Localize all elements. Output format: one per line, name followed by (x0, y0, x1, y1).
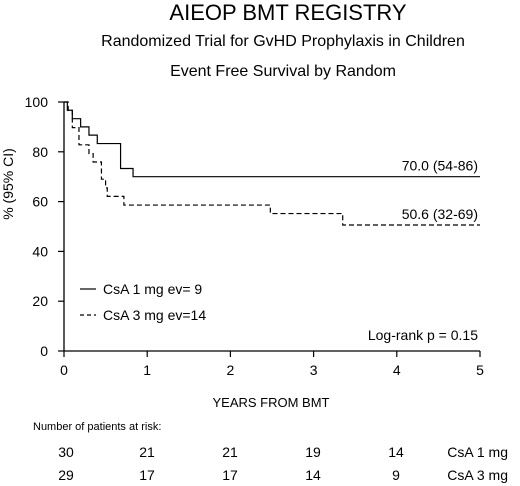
y-axis-label: % (95% CI) (0, 148, 16, 220)
x-axis-label: YEARS FROM BMT (212, 395, 329, 410)
risk-cell: 14 (388, 444, 404, 460)
risk-table: 30 21 21 19 14 CsA 1 mg 29 17 17 14 9 CsA 3 mg (58, 444, 508, 483)
x-tick-label: 0 (60, 362, 68, 378)
y-tick-label: 40 (32, 243, 48, 259)
risk-cell: 9 (392, 467, 400, 483)
plot-area: 0 20 40 60 80 100 0 1 2 3 4 5 70.0 (54-86) 50.6 (32-6… (25, 94, 484, 378)
x-tick-label: 5 (476, 362, 484, 378)
y-tick-label: 20 (32, 293, 48, 309)
series-line-2 (64, 101, 480, 226)
risk-table-title: Number of patients at risk: (33, 421, 161, 433)
series-end-label: 50.6 (32-69) (402, 206, 478, 222)
risk-row-label: CsA 3 mg (447, 467, 508, 483)
series-line-1 (64, 101, 480, 178)
risk-cell: 30 (58, 444, 74, 460)
y-tick-label: 80 (32, 144, 48, 160)
risk-row-label: CsA 1 mg (447, 444, 508, 460)
x-tick-label: 2 (227, 362, 235, 378)
risk-cell: 21 (139, 444, 155, 460)
risk-cell: 29 (58, 467, 74, 483)
risk-cell: 19 (305, 444, 321, 460)
x-tick-label: 3 (310, 362, 318, 378)
y-tick-label: 0 (40, 343, 48, 359)
risk-cell: 17 (222, 467, 238, 483)
chart-title: AIEOP BMT REGISTRY (169, 0, 407, 25)
legend-label: CsA 1 mg ev= 9 (103, 281, 202, 297)
chart-subtitle: Randomized Trial for GvHD Prophylaxis in… (101, 33, 465, 50)
series-end-label: 70.0 (54-86) (402, 158, 478, 174)
risk-cell: 17 (139, 467, 155, 483)
risk-cell: 14 (305, 467, 321, 483)
y-tick-label: 100 (25, 94, 49, 110)
y-tick-label: 60 (32, 194, 48, 210)
risk-cell: 21 (222, 444, 238, 460)
chart-subtitle-2: Event Free Survival by Random (170, 63, 396, 80)
x-tick-label: 4 (393, 362, 401, 378)
legend-label: CsA 3 mg ev=14 (103, 307, 206, 323)
logrank-annotation: Log-rank p = 0.15 (368, 327, 478, 343)
x-tick-label: 1 (143, 362, 151, 378)
